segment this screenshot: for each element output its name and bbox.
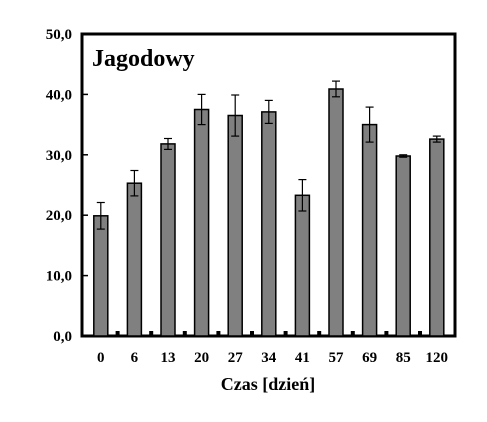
x-tick-label: 69 [362,350,377,366]
error-bar-57 [332,80,340,98]
error-bar-27 [231,94,240,137]
x-tick-label: 57 [329,350,345,366]
x-tick-mark [317,331,322,335]
x-axis-title: Czas [dzień] [221,374,315,394]
x-tick-label: 13 [161,350,176,366]
error-bar-13 [164,137,172,150]
y-tick-label: 40,0 [46,87,72,103]
bar-27 [227,114,243,337]
x-tick-mark [350,331,355,335]
bar-20 [193,108,210,337]
bar-57 [328,88,344,337]
x-tick-mark [216,331,221,335]
bar-34 [261,111,277,337]
error-bar-0 [96,201,105,230]
y-tick-label: 50,0 [46,27,72,43]
bar-85 [395,155,411,337]
x-tick-label: 27 [228,350,244,366]
bar-0 [93,215,109,337]
error-bar-34 [264,99,273,125]
x-tick-label: 20 [194,350,209,366]
x-tick-label: 6 [131,350,139,366]
error-bar-85 [399,154,408,158]
x-tick-mark [115,331,120,335]
x-tick-label: 85 [396,350,411,366]
chart-title: Jagodowy [92,46,195,72]
bar-41 [294,194,311,337]
x-tick-label: 34 [261,350,277,366]
x-tick-mark [418,331,422,335]
bar-120 [429,138,445,337]
error-bars-group [96,80,441,230]
x-tick-label: 120 [426,350,449,366]
x-tick-mark [283,331,288,335]
x-tick-mark [384,331,389,335]
bar-6 [126,182,143,337]
x-tick-label: 0 [97,350,105,366]
bar-69 [361,123,378,337]
error-bar-20 [197,93,206,126]
y-tick-label: 20,0 [46,208,72,224]
x-axis: 0 6 13 20 27 34 41 57 69 85 120 [97,331,448,366]
error-bar-120 [432,135,441,143]
x-tick-label: 41 [295,350,310,366]
x-tick-mark [182,331,187,335]
error-bar-41 [298,179,307,212]
y-tick-label: 10,0 [46,269,72,285]
bar-13 [160,143,176,337]
error-bar-6 [130,169,139,197]
x-tick-mark [250,331,254,335]
y-tick-label: 30,0 [46,148,72,164]
y-axis: 0,0 10,0 20,0 30,0 40,0 50,0 [46,27,88,345]
x-tick-mark [149,331,154,335]
error-bar-69 [365,106,374,143]
bars-group [93,88,445,337]
y-tick-label: 0,0 [53,329,72,345]
